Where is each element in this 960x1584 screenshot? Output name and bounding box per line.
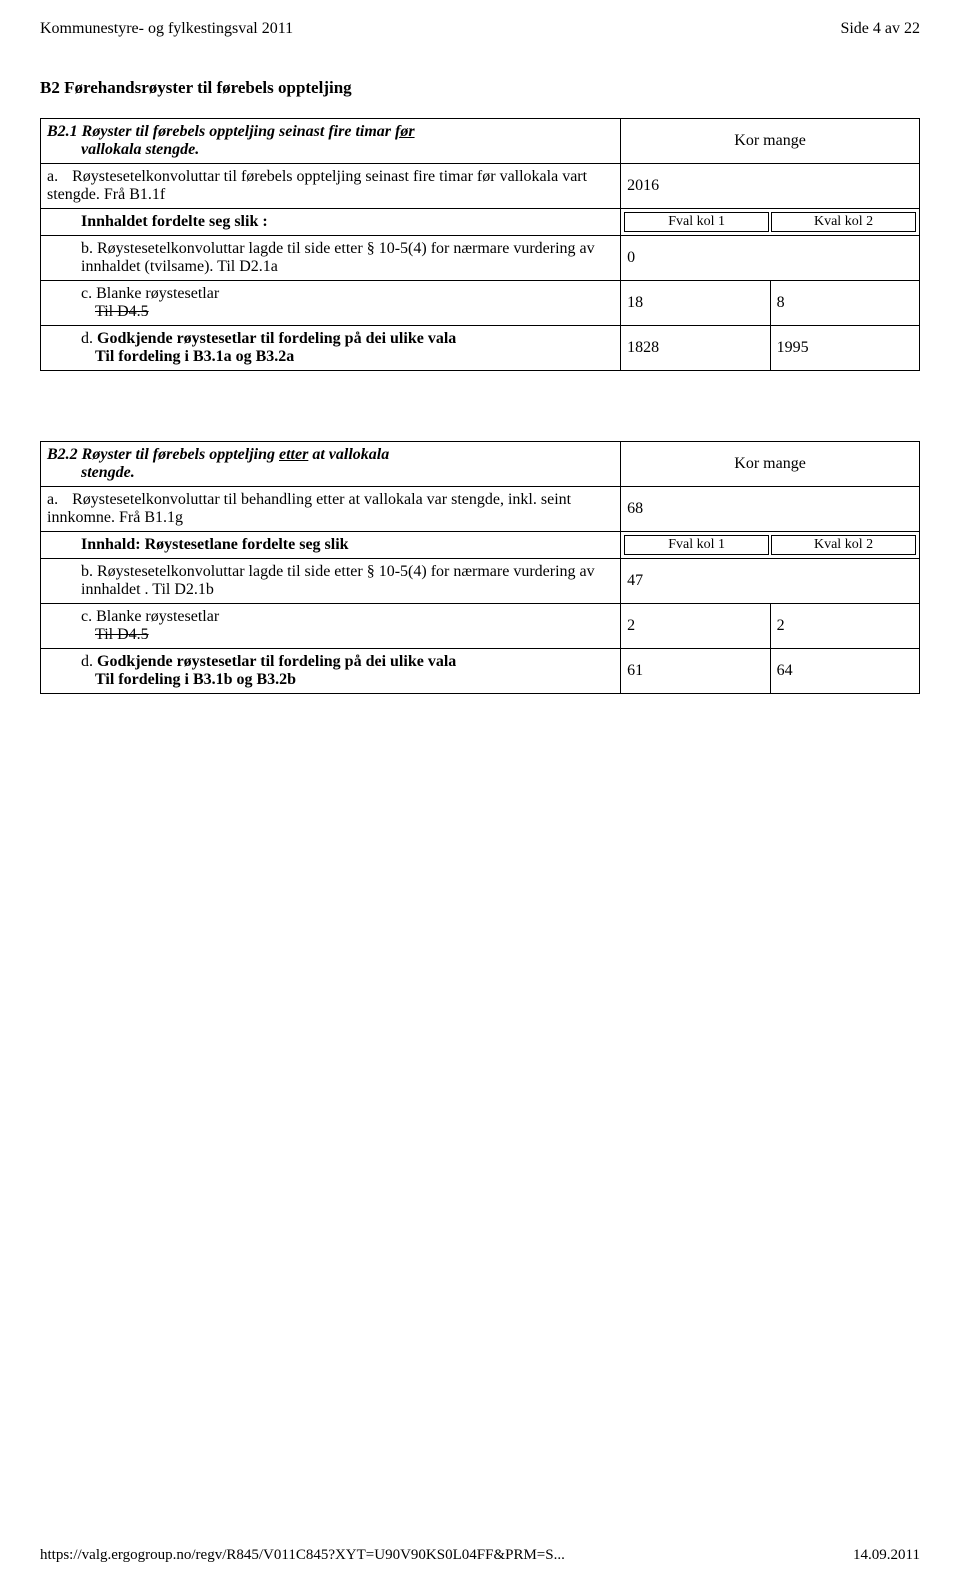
row-prefix: d. [81, 653, 93, 670]
table-row: a. Røystesetelkonvoluttar til behandling… [41, 487, 920, 532]
col-label-fval: Fval kol 1 [624, 535, 769, 555]
cell-value: 68 [621, 487, 920, 532]
kormange-label: Kor mange [621, 442, 920, 487]
table-row: d. Godkjende røystesetlar til fordeling … [41, 326, 920, 371]
row-text: Innhaldet fordelte seg slik : [41, 209, 621, 236]
row-text: Godkjende røystesetlar til fordeling på … [93, 330, 456, 347]
col-label-kval: Kval kol 2 [771, 212, 916, 232]
row-text: Blanke røystesetlar [92, 608, 219, 625]
cell-value: 1995 [770, 326, 919, 371]
table-row: b. Røystesetelkonvoluttar lagde til side… [41, 236, 920, 281]
row-tail: at vallokala [308, 446, 389, 463]
page-footer: https://valg.ergogroup.no/regv/R845/V011… [40, 1547, 920, 1564]
cell-value: 18 [621, 281, 770, 326]
header-right: Side 4 av 22 [840, 20, 920, 38]
row-text: Godkjende røystesetlar til fordeling på … [93, 653, 456, 670]
row-text: Røystesetelkonvoluttar lagde til side et… [81, 563, 595, 598]
table-b2-1: B2.1 Røyster til førebels oppteljing sei… [40, 118, 920, 371]
row-prefix: b. [81, 563, 93, 580]
col-label-fval: Fval kol 1 [624, 212, 769, 232]
table-b2-2: B2.2 Røyster til førebels oppteljing ett… [40, 441, 920, 694]
row-prefix: d. [81, 330, 93, 347]
cell-value: 1828 [621, 326, 770, 371]
kormange-label: Kor mange [621, 119, 920, 164]
row-strike: Til D4.5 [81, 626, 149, 643]
row-strike: Til D4.5 [81, 303, 149, 320]
table-row: B2.1 Røyster til førebels oppteljing sei… [41, 119, 920, 164]
row-text: Røystesetelkonvoluttar til førebels oppt… [47, 168, 587, 203]
header-left: Kommunestyre- og fylkestingsval 2011 [40, 20, 293, 38]
footer-date: 14.09.2011 [853, 1547, 920, 1564]
table-row: c. Blanke røystesetlar Til D4.5 18 8 [41, 281, 920, 326]
cell-value: 2 [621, 604, 770, 649]
cell-value: 61 [621, 649, 770, 694]
row-text: Innhald: Røystesetlane fordelte seg slik [41, 532, 621, 559]
inner-box-row: Fval kol 1 Kval kol 2 [624, 212, 916, 232]
row-text2: Til fordeling i B3.1b og B3.2b [81, 671, 296, 688]
row-prefix: a. [47, 168, 58, 185]
footer-url: https://valg.ergogroup.no/regv/R845/V011… [40, 1547, 565, 1564]
table-row: Innhaldet fordelte seg slik : Fval kol 1… [41, 209, 920, 236]
row-label: B2.1 [47, 123, 78, 140]
row-label: B2.2 [47, 446, 78, 463]
table-row: a. Røystesetelkonvoluttar til førebels o… [41, 164, 920, 209]
cell-value: 8 [770, 281, 919, 326]
row-underline: etter [279, 446, 308, 463]
row-prefix: c. [81, 285, 92, 302]
table-row: c. Blanke røystesetlar Til D4.5 2 2 [41, 604, 920, 649]
col-label-kval: Kval kol 2 [771, 535, 916, 555]
row-text: Røystesetelkonvoluttar til behandling et… [47, 491, 571, 526]
row-text2: Til fordeling i B3.1a og B3.2a [81, 348, 294, 365]
row-text: Blanke røystesetlar [92, 285, 219, 302]
page-header: Kommunestyre- og fylkestingsval 2011 Sid… [40, 20, 920, 38]
table-row: B2.2 Røyster til førebels oppteljing ett… [41, 442, 920, 487]
row-underline: før [395, 123, 415, 140]
inner-box-row: Fval kol 1 Kval kol 2 [624, 535, 916, 555]
row-prefix: a. [47, 491, 58, 508]
row-prefix: c. [81, 608, 92, 625]
row-text: Røyster til førebels oppteljing [78, 446, 279, 463]
table-row: d. Godkjende røystesetlar til fordeling … [41, 649, 920, 694]
row-text: Røyster til førebels oppteljing seinast … [78, 123, 395, 140]
row-text: Røystesetelkonvoluttar lagde til side et… [81, 240, 595, 275]
table-row: b. Røystesetelkonvoluttar lagde til side… [41, 559, 920, 604]
table-row: Innhald: Røystesetlane fordelte seg slik… [41, 532, 920, 559]
cell-value: 2016 [621, 164, 920, 209]
row-tail2: stengde. [47, 464, 135, 481]
cell-value: 64 [770, 649, 919, 694]
cell-value: 2 [770, 604, 919, 649]
cell-value: 47 [621, 559, 920, 604]
section-heading-b2: B2 Førehandsrøyster til førebels opptelj… [40, 78, 920, 98]
row-tail: vallokala stengde. [47, 141, 199, 158]
row-prefix: b. [81, 240, 93, 257]
cell-value: 0 [621, 236, 920, 281]
